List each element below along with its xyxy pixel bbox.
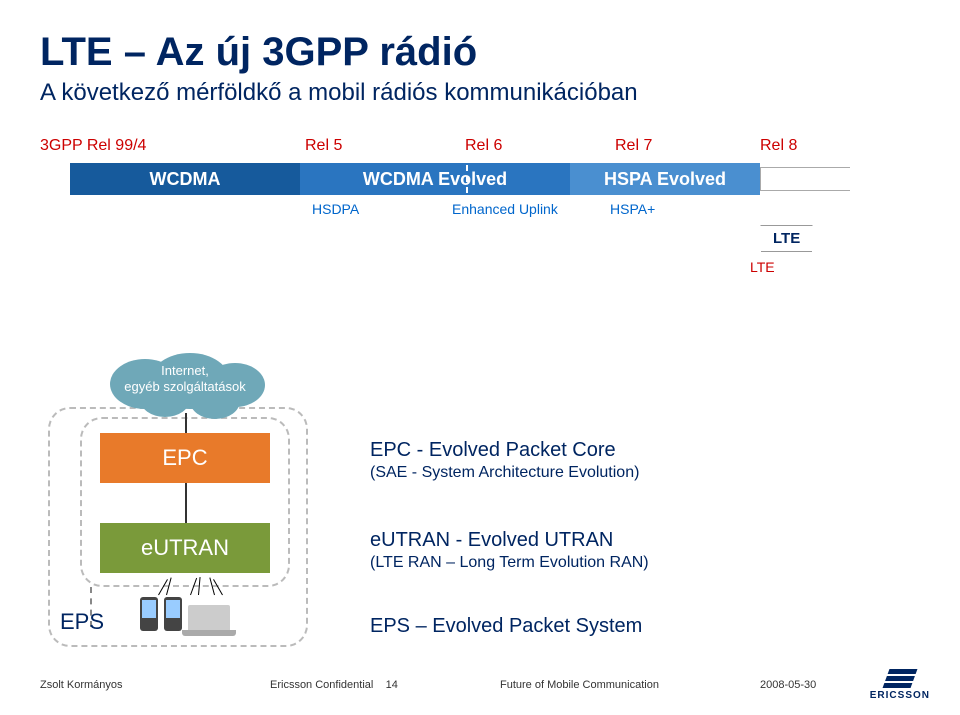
eps-description: EPS – Evolved Packet System <box>370 615 642 638</box>
slide-title: LTE – Az új 3GPP rádió A következő mérfö… <box>40 30 920 107</box>
timeline-sublabel: Enhanced Uplink <box>452 201 558 217</box>
connector-cloud-epc <box>185 413 187 433</box>
eutran-description: eUTRAN - Evolved UTRAN (LTE RAN – Long T… <box>370 529 649 572</box>
ericsson-logo-text: ERICSSON <box>870 690 930 701</box>
devices-icon <box>140 597 230 631</box>
release-label: 3GPP Rel 99/4 <box>40 137 146 155</box>
eutran-desc-sub: (LTE RAN – Long Term Evolution RAN) <box>370 554 649 572</box>
timeline-bar: WCDMA <box>70 163 300 195</box>
footer-author: Zsolt Kormányos <box>40 679 123 691</box>
release-label: Rel 8 <box>760 137 797 155</box>
timeline-arrow-stem <box>760 167 850 191</box>
arrow-left-icon <box>747 225 761 253</box>
release-label: Rel 5 <box>305 137 342 155</box>
laptop-icon <box>188 605 230 631</box>
footer-confidential: Ericsson Confidential 14 <box>270 679 398 691</box>
slide-footer: Zsolt Kormányos Ericsson Confidential 14… <box>0 679 960 705</box>
release-label: Rel 6 <box>465 137 502 155</box>
footer-page: 14 <box>386 679 398 691</box>
internet-cloud: Internet, egyéb szolgáltatások <box>110 347 260 417</box>
bar-row: WCDMAWCDMA EvolvedHSPA Evolved <box>40 163 920 195</box>
timeline-bar: HSPA Evolved <box>570 163 760 195</box>
antenna-lines-icon <box>150 577 230 597</box>
epc-description: EPC - Evolved Packet Core (SAE - System … <box>370 439 639 482</box>
timeline: 3GPP Rel 99/4 Rel 5 Rel 6 Rel 7 Rel 8 WCDMAW… <box>40 137 920 337</box>
eutran-desc-top: eUTRAN - Evolved UTRAN <box>370 529 649 552</box>
epc-desc-sub: (SAE - System Architecture Evolution) <box>370 464 639 482</box>
timeline-sublabel: HSPA+ <box>610 201 655 217</box>
ericsson-logo-icon: ERICSSON <box>870 665 930 701</box>
epc-box: EPC <box>100 433 270 483</box>
footer-title: Future of Mobile Communication <box>500 679 659 691</box>
lte-small-label: LTE <box>750 259 775 275</box>
cloud-text: Internet, egyéb szolgáltatások <box>110 363 260 394</box>
release-label: Rel 7 <box>615 137 652 155</box>
slide-page: LTE – Az új 3GPP rádió A következő mérfö… <box>0 0 960 715</box>
lte-box-label: LTE <box>773 230 800 247</box>
bar-divider <box>466 165 468 193</box>
title-sub: A következő mérföldkő a mobil rádiós kom… <box>40 79 920 107</box>
epc-desc-top: EPC - Evolved Packet Core <box>370 439 639 462</box>
arrow-right-icon <box>812 225 826 253</box>
cloud-line1: Internet, <box>161 363 209 378</box>
eutran-box: eUTRAN <box>100 523 270 573</box>
architecture-diagram: Internet, egyéb szolgáltatások EPC eUTRA… <box>40 347 920 647</box>
phone-icon <box>140 597 158 631</box>
sublabel-row: HSDPA Enhanced Uplink HSPA+ <box>40 201 920 221</box>
timeline-arrow-head-icon <box>850 159 874 199</box>
title-main: LTE – Az új 3GPP rádió <box>40 30 920 75</box>
connector-epc-eutran <box>185 483 187 523</box>
footer-date: 2008-05-30 <box>760 679 816 691</box>
eps-desc-top: EPS – Evolved Packet System <box>370 615 642 638</box>
phone-icon <box>164 597 182 631</box>
eps-label: EPS <box>60 609 104 635</box>
timeline-bar: WCDMA Evolved <box>300 163 570 195</box>
lte-box: LTE <box>760 225 813 252</box>
release-row: 3GPP Rel 99/4 Rel 5 Rel 6 Rel 7 Rel 8 <box>40 137 920 159</box>
eutran-box-label: eUTRAN <box>141 535 229 561</box>
cloud-line2: egyéb szolgáltatások <box>124 379 245 394</box>
timeline-sublabel: HSDPA <box>312 201 359 217</box>
epc-box-label: EPC <box>162 445 207 471</box>
